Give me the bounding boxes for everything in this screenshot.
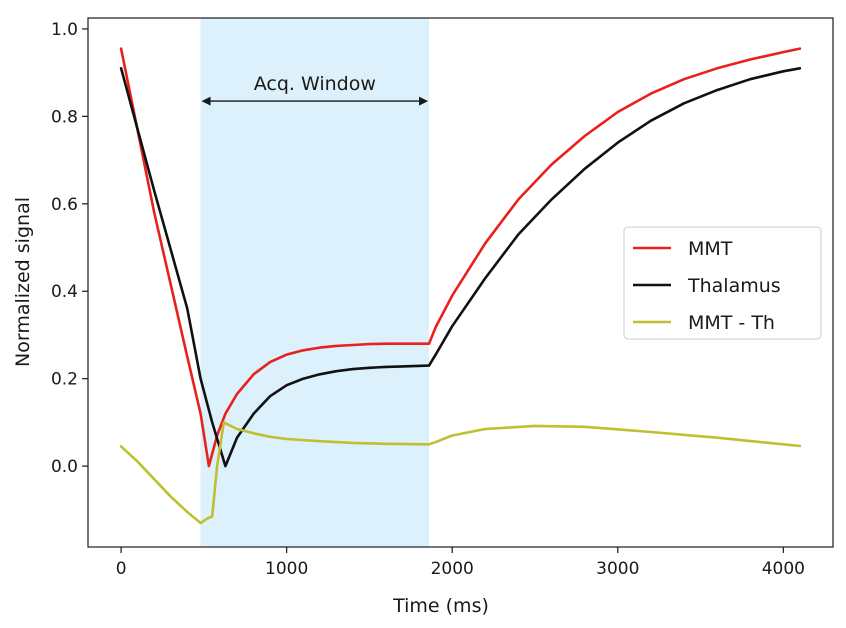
- acquisition-window-band: [200, 18, 430, 547]
- y-tick-label: 0.2: [51, 370, 78, 390]
- x-tick-label: 4000: [762, 559, 805, 579]
- legend-label: MMT: [688, 238, 733, 260]
- x-tick-label: 3000: [596, 559, 639, 579]
- arrowhead-right-icon: [419, 96, 429, 106]
- y-tick-label: 0.8: [51, 107, 78, 127]
- series-line-0: [119, 47, 802, 468]
- annotation-label: Acq. Window: [254, 73, 376, 95]
- legend-box: [623, 226, 822, 340]
- legend-label: Thalamus: [687, 275, 781, 297]
- series-line-1: [119, 67, 802, 468]
- y-tick-label: 0.0: [51, 457, 78, 477]
- y-tick-label: 0.4: [51, 282, 78, 302]
- y-tick-label: 1.0: [51, 20, 78, 40]
- arrowhead-left-icon: [201, 96, 211, 106]
- x-axis-label: Time (ms): [392, 595, 489, 617]
- plot-frame: [87, 17, 834, 548]
- y-tick-label: 0.6: [51, 195, 78, 215]
- x-tick-label: 1000: [265, 559, 308, 579]
- y-axis-label: Normalized signal: [12, 197, 34, 367]
- x-tick-label: 2000: [431, 559, 474, 579]
- x-tick-label: 0: [116, 559, 127, 579]
- legend-label: MMT - Th: [688, 312, 775, 334]
- series-line-2: [119, 421, 802, 525]
